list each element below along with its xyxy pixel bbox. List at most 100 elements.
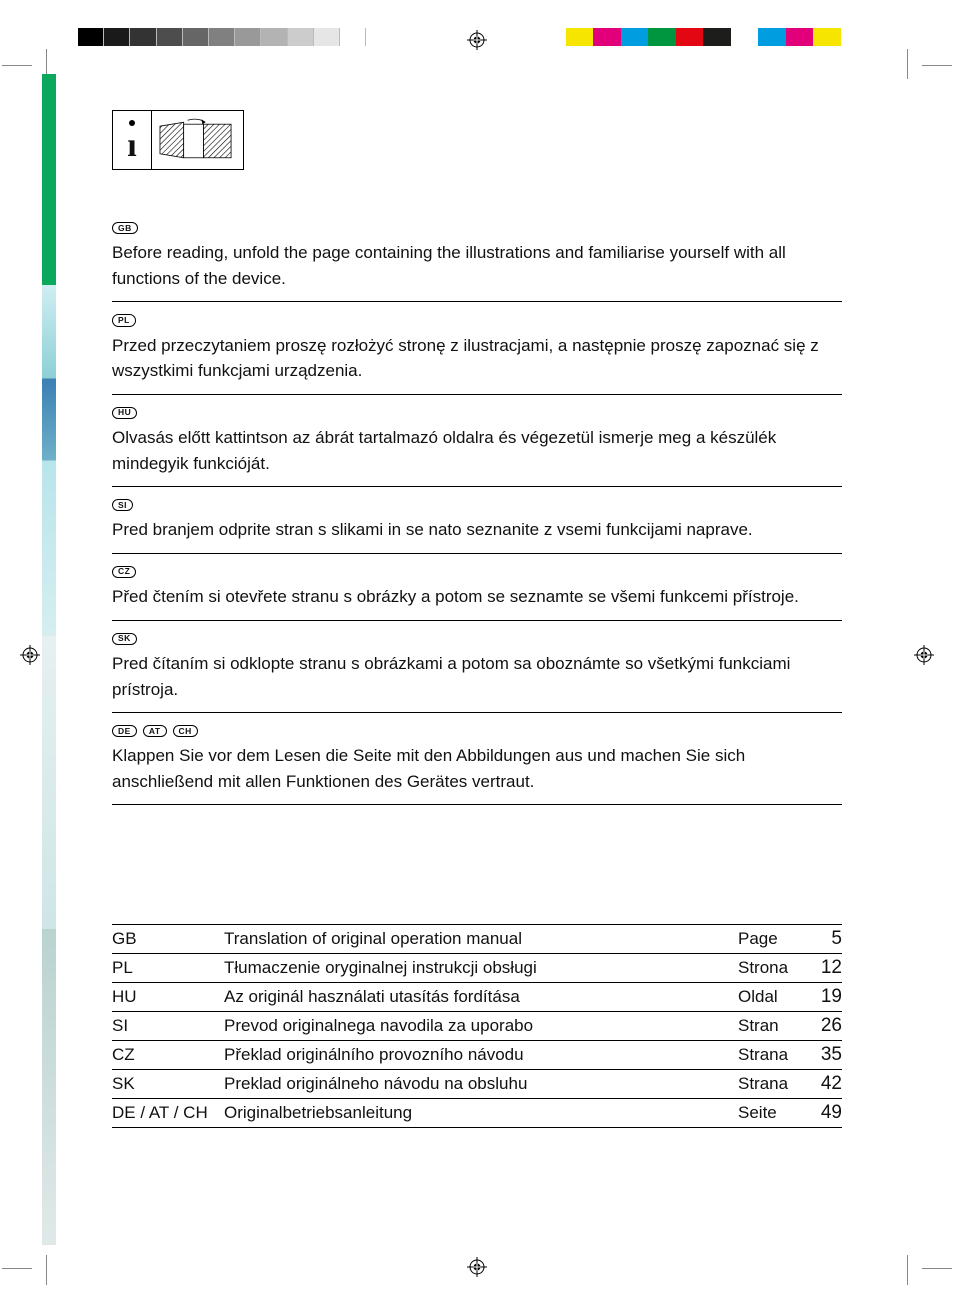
language-instruction-text: Pred branjem odprite stran s slikami in …	[112, 517, 842, 543]
language-section: DE AT CH Klappen Sie vor dem Lesen die Seit…	[112, 719, 842, 805]
foldout-diagram-icon	[151, 111, 243, 169]
toc-page-label: Page	[738, 929, 808, 949]
language-section: CZ Před čtením si otevřete stranu s obráz…	[112, 560, 842, 621]
toc-page-number: 5	[808, 928, 842, 950]
registration-mark-icon	[20, 645, 40, 665]
language-instruction-text: Klappen Sie vor dem Lesen die Seite mit …	[112, 743, 842, 794]
toc-row: SIPrevod originalnega navodila za uporab…	[112, 1012, 842, 1041]
swatch	[130, 28, 156, 46]
toc-page-label: Oldal	[738, 987, 808, 1007]
swatch	[786, 28, 813, 46]
swatch	[209, 28, 235, 46]
toc-title: Prevod originalnega navodila za uporabo	[224, 1016, 738, 1036]
toc-lang-code: SK	[112, 1074, 224, 1094]
language-badge-row: CZ	[112, 566, 842, 578]
language-section: GB Before reading, unfold the page contai…	[112, 216, 842, 302]
language-instruction-text: Before reading, unfold the page containi…	[112, 240, 842, 291]
language-badge: SK	[112, 633, 137, 645]
language-badge-row: DE AT CH	[112, 725, 842, 737]
swatch	[648, 28, 675, 46]
language-badge: CH	[173, 725, 198, 737]
toc-lang-code: GB	[112, 929, 224, 949]
toc-lang-code: CZ	[112, 1045, 224, 1065]
toc-page-number: 42	[808, 1073, 842, 1095]
language-badge: AT	[143, 725, 167, 737]
info-letter-icon: ı	[113, 111, 151, 169]
language-instruction-text: Pred čítaním si odklopte stranu s obrázk…	[112, 651, 842, 702]
swatch	[314, 28, 340, 46]
toc-page-label: Strona	[738, 958, 808, 978]
swatch	[78, 28, 104, 46]
toc-title: Preklad originálneho návodu na obsluhu	[224, 1074, 738, 1094]
bleed-photo-strip	[42, 74, 56, 1245]
swatch	[235, 28, 261, 46]
swatch	[261, 28, 287, 46]
toc-title: Az originál használati utasítás fordítás…	[224, 987, 738, 1007]
info-foldout-icon: ı	[112, 110, 244, 170]
toc-lang-code: HU	[112, 987, 224, 1007]
toc-row: PLTłumaczenie oryginalnej instrukcji obs…	[112, 954, 842, 983]
page: ı	[0, 0, 954, 1305]
toc-page-number: 19	[808, 986, 842, 1008]
language-badge: HU	[112, 407, 137, 419]
toc-row: SKPreklad originálneho návodu na obsluhu…	[112, 1070, 842, 1099]
language-badge: DE	[112, 725, 137, 737]
swatch	[758, 28, 785, 46]
toc-page-number: 49	[808, 1102, 842, 1124]
registration-mark-icon	[914, 645, 934, 665]
crop-mark	[906, 1239, 946, 1279]
language-badge-row: HU	[112, 407, 842, 419]
language-badge: CZ	[112, 566, 136, 578]
color-swatch-bar	[566, 28, 868, 46]
crop-mark	[8, 1239, 48, 1279]
language-sections: GB Before reading, unfold the page contai…	[112, 216, 842, 805]
toc-page-number: 26	[808, 1015, 842, 1037]
crop-mark	[906, 55, 946, 95]
toc-row: DE / AT / CHOriginalbetriebsanleitungSei…	[112, 1099, 842, 1128]
toc-lang-code: DE / AT / CH	[112, 1103, 224, 1123]
swatch	[593, 28, 620, 46]
toc-title: Originalbetriebsanleitung	[224, 1103, 738, 1123]
language-badge-row: GB	[112, 222, 842, 234]
language-section: PL Przed przeczytaniem proszę rozłożyć st…	[112, 308, 842, 394]
swatch	[104, 28, 130, 46]
language-badge: GB	[112, 222, 138, 234]
toc-row: GBTranslation of original operation manu…	[112, 924, 842, 954]
content-area: ı	[112, 110, 842, 811]
toc-lang-code: PL	[112, 958, 224, 978]
language-instruction-text: Před čtením si otevřete stranu s obrázky…	[112, 584, 842, 610]
swatch	[157, 28, 183, 46]
toc-row: HUAz originál használati utasítás fordít…	[112, 983, 842, 1012]
toc-lang-code: SI	[112, 1016, 224, 1036]
swatch	[183, 28, 209, 46]
swatch	[731, 28, 758, 46]
language-badge-row: SI	[112, 499, 842, 511]
swatch	[288, 28, 314, 46]
toc-page-number: 12	[808, 957, 842, 979]
toc-page-number: 35	[808, 1044, 842, 1066]
language-badge: SI	[112, 499, 133, 511]
swatch	[841, 28, 868, 46]
registration-mark-icon	[467, 30, 487, 50]
grayscale-swatch-bar	[78, 28, 366, 46]
language-section: SK Pred čítaním si odklopte stranu s obrá…	[112, 627, 842, 713]
toc-page-label: Seite	[738, 1103, 808, 1123]
toc-title: Tłumaczenie oryginalnej instrukcji obsłu…	[224, 958, 738, 978]
language-badge-row: PL	[112, 314, 842, 326]
swatch	[340, 28, 366, 46]
swatch	[676, 28, 703, 46]
table-of-contents: GBTranslation of original operation manu…	[112, 924, 842, 1128]
toc-page-label: Strana	[738, 1045, 808, 1065]
language-instruction-text: Przed przeczytaniem proszę rozłożyć stro…	[112, 333, 842, 384]
registration-mark-icon	[467, 1257, 487, 1277]
language-instruction-text: Olvasás előtt kattintson az ábrát tartal…	[112, 425, 842, 476]
language-section: HU Olvasás előtt kattintson az ábrát tart…	[112, 401, 842, 487]
swatch	[703, 28, 730, 46]
toc-title: Translation of original operation manual	[224, 929, 738, 949]
toc-row: CZPřeklad originálního provozního návodu…	[112, 1041, 842, 1070]
toc-title: Překlad originálního provozního návodu	[224, 1045, 738, 1065]
swatch	[813, 28, 840, 46]
swatch	[621, 28, 648, 46]
toc-page-label: Strana	[738, 1074, 808, 1094]
swatch	[566, 28, 593, 46]
